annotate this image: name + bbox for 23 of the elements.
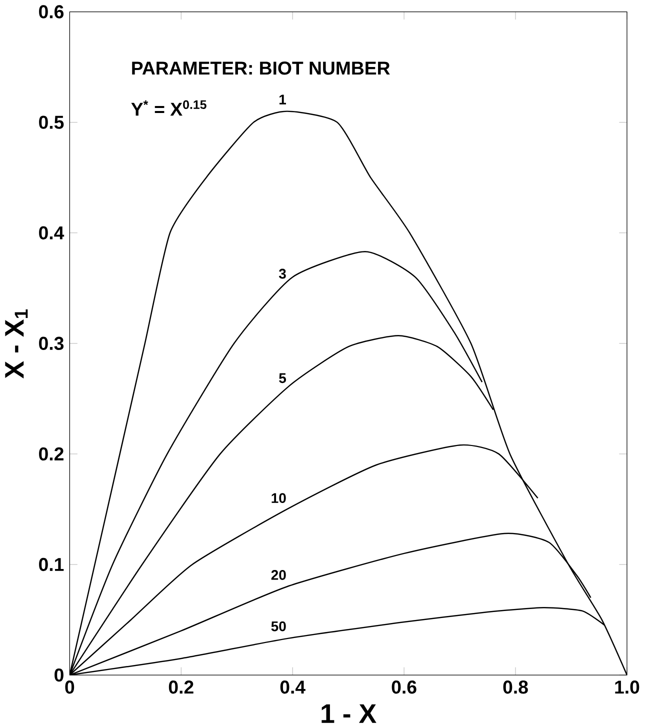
y-tick-label: 0.6: [39, 5, 64, 18]
x-tick-label: 0.4: [280, 680, 306, 694]
series-label: 20: [271, 570, 286, 580]
series-label: 1: [279, 94, 286, 104]
series-label: 10: [272, 493, 286, 504]
y-tick-label: 0.4: [39, 226, 64, 240]
series-label: 50: [271, 621, 286, 632]
x-tick-label: 0.6: [392, 680, 416, 694]
y-axis-title: X - X$_{1}$: [5, 309, 28, 379]
x-tick-label: 1.0: [615, 680, 640, 694]
y-tick-label: 0.5: [39, 116, 64, 129]
y-tick-label: 0.3: [39, 336, 64, 350]
annotation: Y$^{*}$ = X$^{0.15}$: [131, 100, 206, 116]
x-tick-label: 0.8: [503, 680, 528, 694]
y-tick-label: 0.2: [39, 447, 64, 461]
x-tick-label: 0.2: [168, 680, 194, 694]
series-label: 5: [279, 373, 286, 384]
annotation: PARAMETER: BIOT NUMBER: [132, 62, 390, 75]
y-tick-label: 0: [54, 668, 64, 682]
series-label: 3: [278, 268, 286, 279]
x-tick-label: 0: [65, 680, 74, 694]
y-tick-label: 0.1: [39, 558, 64, 572]
x-axis-title: 1 - X: [322, 704, 376, 723]
